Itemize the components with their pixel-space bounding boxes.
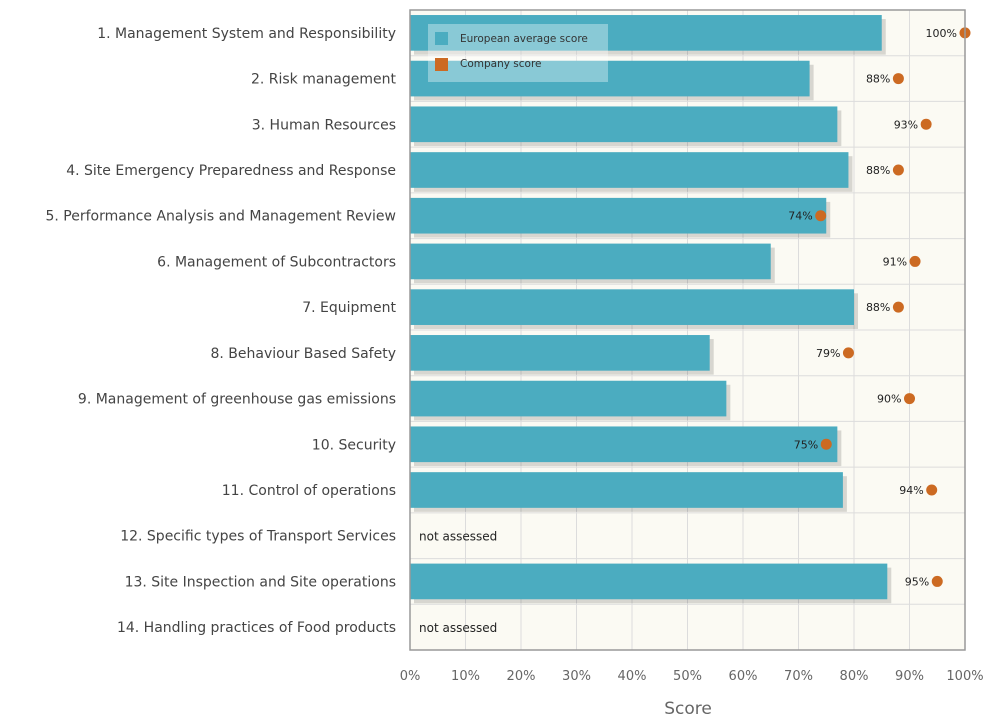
- data-label-company-score-9: 90%: [877, 393, 901, 406]
- legend-swatch-company-score: [435, 58, 448, 71]
- data-label-company-score-6: 91%: [883, 255, 907, 268]
- point-company-score-4: [892, 164, 904, 176]
- category-label-2-risk-management: 2. Risk management: [251, 72, 397, 88]
- category-label-3-human-resources: 3. Human Resources: [252, 117, 396, 133]
- category-label-7-equipment: 7. Equipment: [302, 300, 396, 316]
- point-company-score-13: [931, 575, 943, 587]
- data-label-company-score-4: 88%: [866, 164, 890, 177]
- point-company-score-9: [904, 393, 915, 405]
- category-label-14-handling-practices-of-food-products: 14. Handling practices of Food products: [117, 620, 396, 636]
- legend-label-company-score: Company score: [460, 58, 542, 70]
- category-label-9-management-of-greenhouse-gas-emissions: 9. Management of greenhouse gas emission…: [78, 392, 396, 408]
- x-tick-label: 0%: [400, 669, 421, 684]
- x-tick-label: 70%: [784, 669, 813, 684]
- category-labels: 1. Management System and Responsibility 2…: [45, 26, 396, 636]
- bar-european-average-5: [410, 197, 827, 234]
- x-tick-label: 30%: [562, 669, 591, 684]
- not-assessed-label: not assessed: [419, 621, 497, 635]
- point-company-score-3: [920, 118, 932, 130]
- category-label-4-site-emergency-preparedness-and-response: 4. Site Emergency Preparedness and Respo…: [66, 163, 396, 179]
- bar-european-average-6: [410, 243, 771, 280]
- bar-european-average-1: [410, 15, 882, 51]
- legend-box: [428, 24, 608, 82]
- bar-european-average-8: [410, 335, 710, 371]
- x-tick-label: 10%: [451, 669, 480, 684]
- data-label-company-score-8: 79%: [816, 347, 840, 360]
- x-tick-label: 90%: [895, 669, 924, 684]
- bar-series-european-average: not assessed not assessed: [410, 15, 892, 635]
- x-tick-label: 60%: [729, 669, 758, 684]
- bar-european-average-9: [410, 380, 727, 417]
- x-tick-label: 50%: [673, 669, 702, 684]
- data-label-company-score-11: 94%: [899, 484, 923, 497]
- x-tick-label: 20%: [507, 669, 536, 684]
- data-label-company-score-1: 100%: [926, 27, 957, 40]
- point-series-company-score: 100% 88% 93% 88% 74% 91% 88% 79% 90% 75% 94% 95%: [788, 27, 971, 588]
- x-tick-labels: 0% 10% 20% 30% 40% 50% 60% 70% 80% 90% 100%: [400, 669, 984, 684]
- category-label-13-site-inspection-and-site-operations: 13. Site Inspection and Site operations: [125, 574, 396, 590]
- point-company-score-5: [815, 210, 827, 222]
- point-company-score-7: [892, 301, 904, 313]
- category-label-5-performance-analysis-and-management-review: 5. Performance Analysis and Management R…: [45, 209, 396, 225]
- data-label-company-score-7: 88%: [866, 301, 890, 314]
- data-label-company-score-10: 75%: [794, 438, 818, 451]
- not-assessed-label: not assessed: [419, 530, 497, 544]
- category-label-12-specific-types-of-transport-services: 12. Specific types of Transport Services: [120, 529, 396, 545]
- point-company-score-2: [892, 73, 904, 85]
- bar-european-average-4: [410, 152, 849, 188]
- data-label-company-score-3: 93%: [894, 118, 918, 131]
- category-label-1-management-system-and-responsibility: 1. Management System and Responsibility: [97, 26, 396, 42]
- plot-frame: [409, 9, 966, 651]
- data-label-company-score-5: 74%: [788, 210, 812, 223]
- point-company-score-6: [909, 255, 921, 267]
- data-label-company-score-2: 88%: [866, 73, 890, 86]
- data-label-company-score-13: 95%: [905, 575, 929, 588]
- bar-european-average-7: [410, 289, 854, 325]
- x-tick-label: 80%: [840, 669, 869, 684]
- point-company-score-10: [820, 438, 832, 450]
- category-label-10-security: 10. Security: [312, 437, 396, 453]
- legend-swatch-european-average: [435, 32, 448, 45]
- category-label-6-management-of-subcontractors: 6. Management of Subcontractors: [157, 254, 396, 270]
- bar-european-average-10: [410, 426, 838, 463]
- legend-label-european-average: European average score: [460, 33, 588, 45]
- x-tick-label: 40%: [618, 669, 647, 684]
- point-company-score-8: [842, 347, 854, 359]
- bar-european-average-3: [410, 106, 838, 143]
- bar-european-average-11: [410, 472, 843, 508]
- x-tick-label: 100%: [946, 669, 983, 684]
- bar-european-average-2: [410, 60, 810, 97]
- bar-european-average-13: [410, 563, 888, 600]
- point-company-score-11: [926, 484, 938, 496]
- x-axis-title: Score: [664, 699, 712, 719]
- category-label-11-control-of-operations: 11. Control of operations: [222, 483, 396, 499]
- category-label-8-behaviour-based-safety: 8. Behaviour Based Safety: [210, 346, 396, 362]
- legend: European average score Company score: [428, 24, 608, 82]
